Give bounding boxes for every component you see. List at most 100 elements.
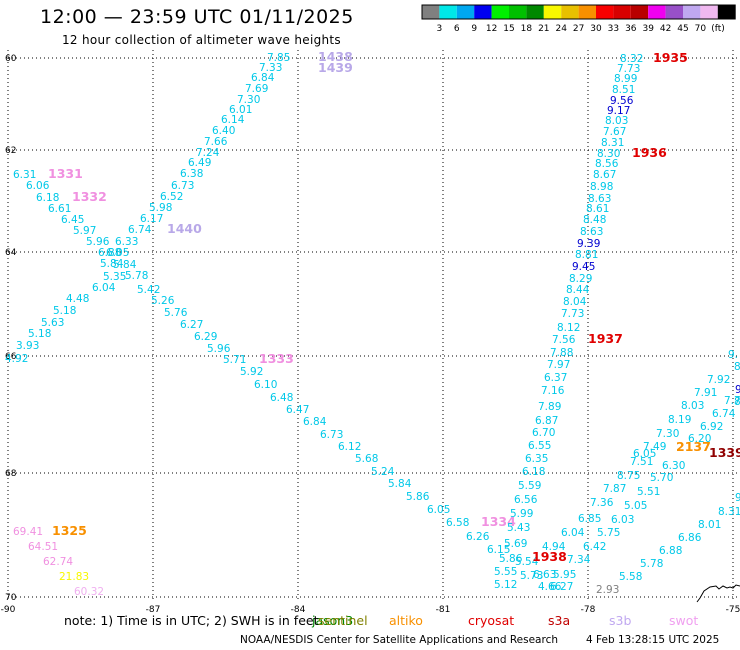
wave-height-value: 8.03	[681, 400, 704, 412]
wave-height-value: 7.91	[694, 387, 717, 399]
colorbar-tick: 9	[471, 24, 477, 34]
coastline	[696, 584, 740, 603]
colorbar-swatch	[700, 5, 718, 19]
wave-height-value: 6.85	[578, 513, 601, 525]
colorbar-tick: 42	[660, 24, 671, 34]
wave-height-value: 9.56	[610, 95, 634, 107]
wave-height-value: 6.40	[212, 125, 235, 137]
wave-height-value: 5.42	[137, 284, 160, 296]
legend-altiko: altiko	[389, 613, 423, 628]
wave-height-value: 7.36	[590, 497, 614, 509]
wave-height-value: 8.98	[590, 181, 613, 193]
colorbar-swatch	[683, 5, 701, 19]
track-1439: 1439	[318, 60, 353, 75]
stray: 2.939.8.99	[596, 349, 740, 596]
wave-height-value: 21.83	[59, 571, 89, 583]
wave-height-value: 6.05	[633, 448, 656, 460]
wave-height-value: 6.38	[180, 168, 203, 180]
colorbar-tick: 18	[521, 24, 533, 34]
track-1331: 6.316.066.186.616.455.975.966.885.845.78…	[13, 166, 523, 591]
track-time-label: 1935	[653, 50, 688, 65]
colorbar-frame	[421, 4, 736, 20]
footer-timestamp: 4 Feb 13:28:15 UTC 2025	[586, 634, 720, 646]
wave-height-value: 4.94	[542, 541, 566, 553]
wave-height-value: 3.93	[16, 340, 39, 352]
wave-height-value: 8.19	[668, 414, 691, 426]
longitude-label: -87	[146, 605, 161, 615]
wave-height-value: 8.63	[588, 193, 611, 205]
track-time-label: 1937	[588, 331, 623, 346]
track-1440: 1440	[167, 221, 202, 236]
colorbar-unit: (ft)	[711, 24, 725, 34]
wave-height-value: 7.92	[707, 374, 730, 386]
track-time-label: 1331	[48, 166, 83, 181]
wave-height-value: 4.48	[66, 293, 89, 305]
wave-height-value: 6.04	[92, 282, 116, 294]
track-time-label: 1334	[481, 514, 516, 529]
colorbar-swatch	[456, 5, 475, 19]
track-1935: 8.327.738.998.519.569.178.037.678.318.30…	[504, 50, 688, 593]
colorbar-tick: 21	[538, 24, 549, 34]
wave-height-value: 7.73	[561, 308, 584, 320]
track-1339: 7.76.746.926.20 8.318.016.866.885.785.58 1…	[619, 395, 740, 583]
wave-height-value: 5.26	[151, 295, 175, 307]
colorbar-swatch	[491, 5, 509, 19]
colorbar-swatch	[648, 5, 666, 19]
wave-height-value: 9.39	[577, 238, 600, 250]
wave-height-value: 6.29	[194, 331, 217, 343]
legend-s3b: s3b	[609, 613, 632, 628]
wave-height-value: 5.54	[515, 556, 539, 568]
wave-height-value: 69.41	[13, 526, 43, 538]
wave-height-value: 6.58	[446, 517, 469, 529]
track-time-label: 1325	[52, 523, 87, 538]
colorbar-tick: 12	[486, 24, 497, 34]
wave-height-value: 6.18	[522, 466, 545, 478]
latitude-label: 70	[5, 593, 17, 603]
colorbar-swatch	[578, 5, 596, 19]
legend-s3a: s3a	[548, 613, 571, 628]
wave-height-value: 7.30	[237, 94, 260, 106]
track-time-label: 1333	[259, 351, 294, 366]
longitude-label: -78	[581, 605, 596, 615]
wave-height-value: 6.15	[487, 544, 510, 556]
track-time-label: 1440	[167, 221, 202, 236]
wave-height-value: 7.89	[538, 401, 561, 413]
legend-swot: swot	[669, 613, 699, 628]
longitude-label: -81	[436, 605, 451, 615]
track-1334: 1334	[481, 514, 516, 529]
grid	[7, 50, 740, 602]
wave-height-value: 5.35	[103, 271, 126, 283]
track-1332: 1332	[72, 189, 107, 204]
wave-height-value: 4.66	[538, 581, 562, 593]
wave-height-value: 5.84	[388, 478, 412, 490]
wave-height-value: 6.55	[528, 440, 551, 452]
colorbar-tick: 39	[642, 24, 654, 34]
latitude-label: 66	[5, 352, 17, 362]
track-time-label: 1438	[318, 49, 353, 64]
colorbar: 3 6 9 12 15 18 21 24 27 30 33 36 39 42 45 70 (ft)	[421, 4, 736, 34]
wave-height-value: 6.06	[26, 180, 50, 192]
wave-height-value: 6.42	[583, 541, 606, 553]
wave-height-value: 6.04	[561, 527, 585, 539]
wave-height-value: 6.73	[171, 180, 194, 192]
colorbar-swatch	[630, 5, 649, 19]
wave-height-value: 6.47	[286, 404, 309, 416]
wave-height-value: 5.73	[520, 570, 543, 582]
wave-height-value: 6.12	[338, 441, 361, 453]
footer-credit: NOAA/NESDIS Center for Satellite Applica…	[240, 634, 558, 646]
colorbar-tick: 27	[573, 24, 584, 34]
longitude-label: -84	[291, 605, 306, 615]
colorbar-swatch	[439, 5, 457, 19]
wave-height-value: 5.69	[504, 538, 527, 550]
colorbar-tick: 45	[677, 24, 688, 34]
wave-height-value: 7.88	[550, 347, 573, 359]
wave-height-value: 6.30	[662, 460, 685, 472]
wave-height-value: 6.92	[700, 421, 723, 433]
wave-height-value: 8.81	[575, 249, 598, 261]
legend-jason3: jason3	[312, 613, 354, 628]
wave-height-value: 5.96	[86, 236, 110, 248]
wave-height-value: 8.12	[557, 322, 580, 334]
map-subtitle: 12 hour collection of altimeter wave hei…	[62, 33, 341, 47]
wave-height-value: 6.17	[140, 213, 163, 225]
wave-height-value: 5.18	[53, 305, 76, 317]
